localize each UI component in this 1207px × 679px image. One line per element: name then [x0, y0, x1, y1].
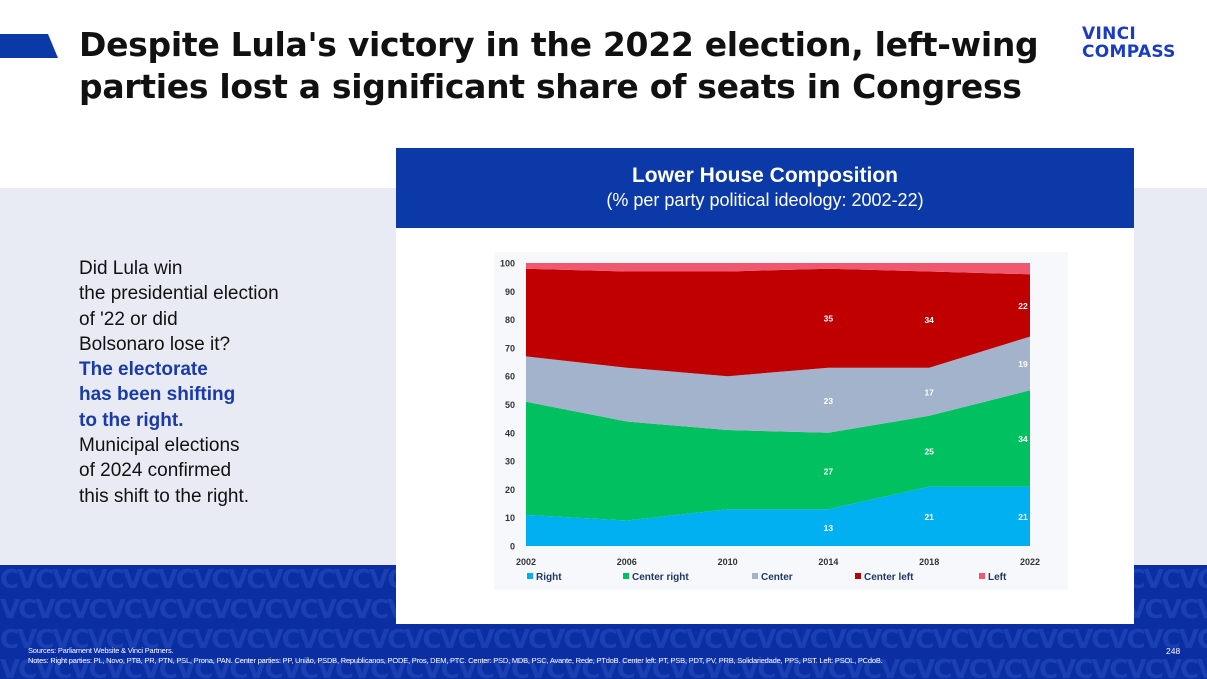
- legend-label-left: Left: [988, 572, 1007, 583]
- x-tick-label: 2006: [617, 557, 637, 567]
- commentary-line: of '22 or did: [79, 308, 178, 330]
- commentary-line: the presidential election: [79, 283, 279, 305]
- legend-swatch-left: [979, 573, 985, 579]
- legend-swatch-center-right: [623, 573, 629, 579]
- legend-label-right: Right: [536, 572, 562, 583]
- y-tick-label: 0: [510, 542, 515, 552]
- y-tick-label: 20: [505, 485, 515, 495]
- area-center-left: [526, 268, 1030, 377]
- logo-line-2: COMPASS: [1082, 42, 1176, 62]
- commentary-highlight: to the right.: [79, 409, 184, 431]
- legend-label-center: Center: [761, 572, 793, 583]
- legend-label-center-right: Center right: [632, 572, 689, 583]
- y-tick-label: 60: [505, 372, 515, 382]
- data-label: 25: [924, 447, 934, 457]
- legend-label-center-left: Center left: [864, 572, 914, 583]
- y-tick-label: 30: [505, 457, 515, 467]
- chart-title: Lower House Composition: [631, 164, 898, 187]
- y-tick-label: 40: [505, 428, 515, 438]
- y-tick-label: 100: [500, 259, 515, 269]
- vinci-compass-logo: VINCI COMPASS: [1082, 25, 1176, 61]
- x-tick-label: 2014: [818, 557, 838, 567]
- data-label: 23: [824, 396, 834, 406]
- data-label: 13: [824, 523, 834, 533]
- y-tick-label: 90: [505, 287, 515, 297]
- data-label: 34: [924, 315, 934, 325]
- data-label: 22: [1018, 301, 1028, 311]
- y-tick-label: 80: [505, 315, 515, 325]
- chart-header: Lower House Composition (% per party pol…: [396, 148, 1134, 228]
- data-label: 21: [1018, 512, 1028, 522]
- x-tick-label: 2002: [516, 557, 536, 567]
- data-label: 17: [924, 387, 934, 397]
- data-label: 19: [1018, 359, 1028, 369]
- data-label: 21: [924, 512, 934, 522]
- commentary-text: Did Lula win the presidential election o…: [79, 256, 319, 509]
- area-left: [526, 263, 1030, 275]
- data-label: 27: [824, 467, 834, 477]
- legend-swatch-right: [527, 573, 533, 579]
- legend-swatch-center: [752, 573, 758, 579]
- x-tick-label: 2018: [919, 557, 939, 567]
- commentary-highlight: The electorate: [79, 359, 208, 381]
- chart-subtitle: (% per party political ideology: 2002-22…: [606, 190, 924, 210]
- data-label: 34: [1018, 434, 1028, 444]
- y-tick-label: 10: [505, 513, 515, 523]
- area-chart: 0 10 20 30 40 50 60 70 80 90 100 2002 2006 2010 2014 20…: [494, 252, 1068, 590]
- commentary-line: Municipal elections: [79, 435, 240, 457]
- logo-line-1: VINCI: [1082, 24, 1137, 44]
- commentary-highlight: has been shifting: [79, 384, 236, 406]
- commentary-line: Did Lula win: [79, 258, 183, 279]
- x-tick-label: 2022: [1020, 557, 1040, 567]
- legend-swatch-center-left: [855, 573, 861, 579]
- footnotes: Sources: Parliament Website & Vinci Part…: [28, 646, 1108, 666]
- data-label: 35: [824, 314, 834, 324]
- title-accent-bar: [0, 34, 58, 58]
- commentary-line: this shift to the right.: [79, 485, 250, 507]
- y-tick-label: 70: [505, 343, 515, 353]
- page-title: Despite Lula's victory in the 2022 elect…: [79, 25, 1039, 106]
- page-number: 248: [1166, 646, 1181, 656]
- commentary-line: Bolsonaro lose it?: [79, 333, 231, 355]
- area-right: [526, 486, 1030, 546]
- commentary-line: of 2024 confirmed: [79, 460, 232, 482]
- area-center: [526, 336, 1030, 433]
- y-tick-label: 50: [505, 400, 515, 410]
- sources-note: Sources: Parliament Website & Vinci Part…: [28, 646, 174, 655]
- parties-note: Notes: Right parties: PL, Novo, PTB, PR,…: [28, 656, 883, 665]
- x-tick-label: 2010: [718, 557, 738, 567]
- area-center-right: [526, 390, 1030, 521]
- chart-card: Lower House Composition (% per party pol…: [396, 148, 1134, 624]
